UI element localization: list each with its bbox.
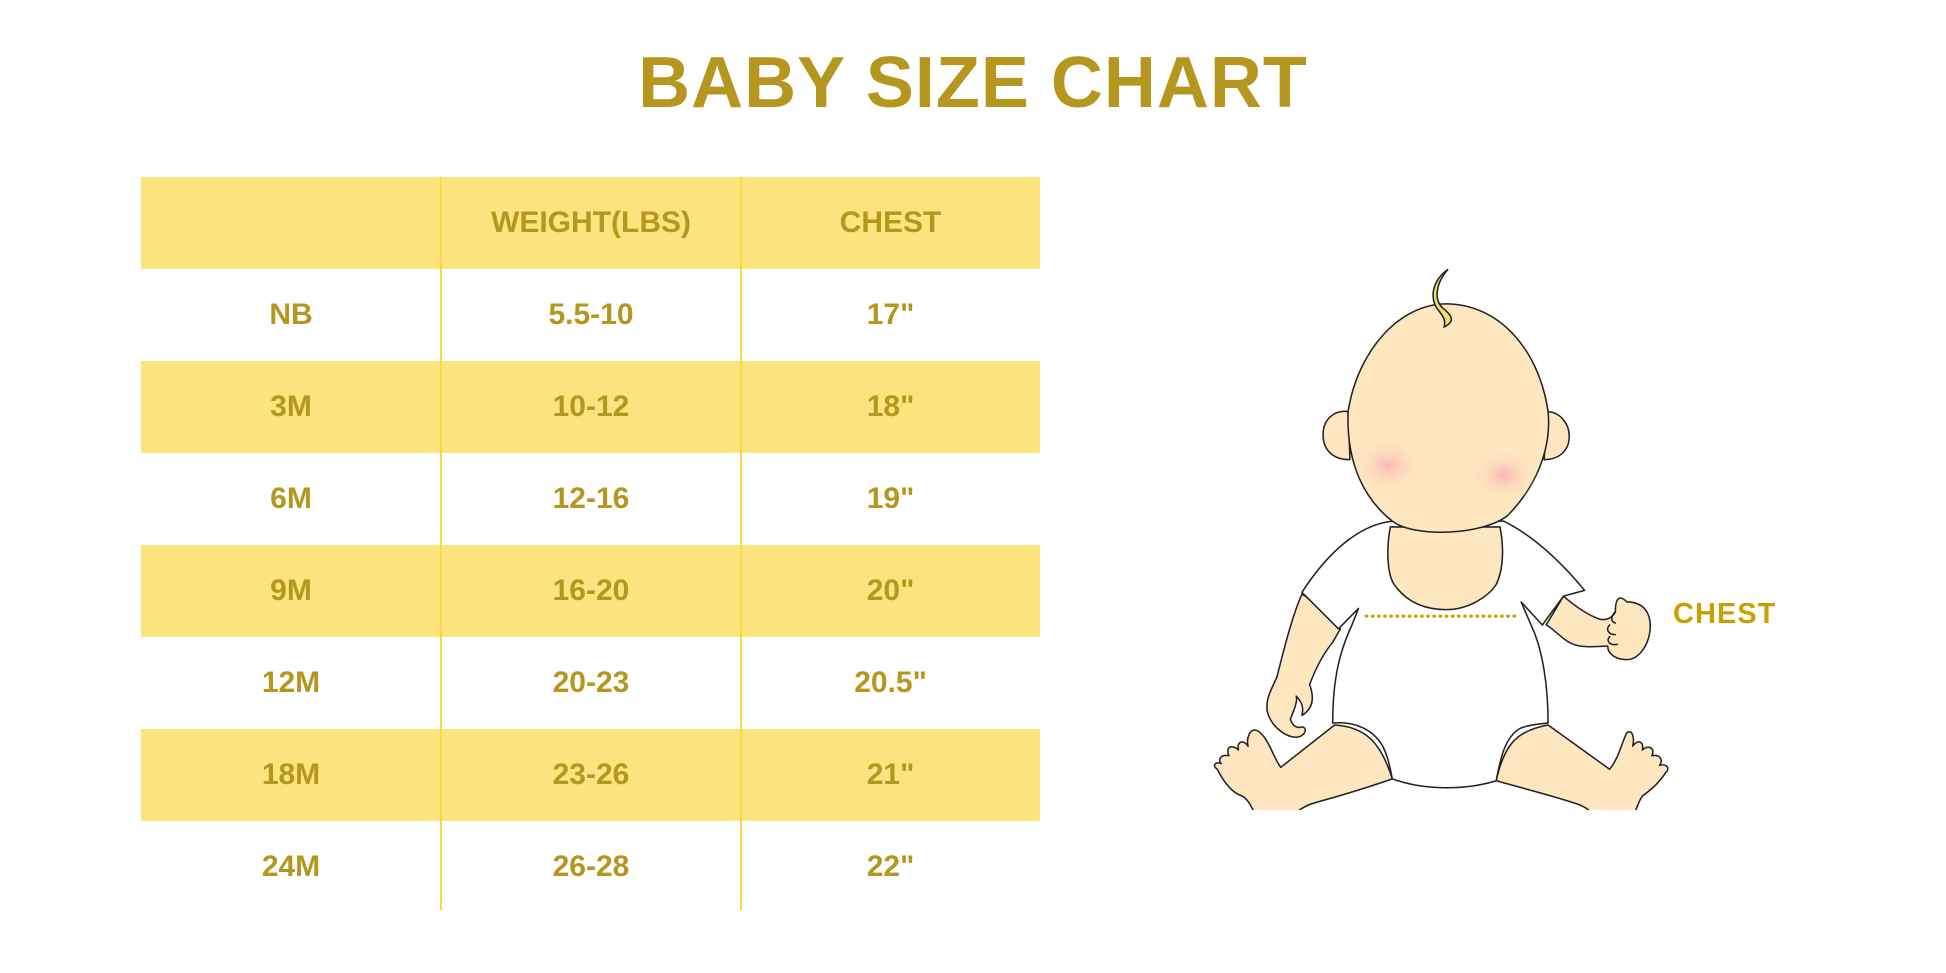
table-row: 24M 26-28 22" [141,821,1040,913]
column-divider [440,177,442,910]
baby-icon [1213,268,1669,810]
left-foot [1213,724,1394,810]
weight-cell: 10-12 [552,390,630,423]
column-divider [740,177,742,910]
table-row: NB 5.5-10 17" [141,269,1040,361]
chest-cell: 22" [866,850,915,883]
chest-cell: 18" [866,390,915,423]
header-cell-weight: WEIGHT(LBS) [491,206,691,239]
neck [1387,526,1504,611]
weight-cell: 5.5-10 [548,298,634,331]
table-row: 6M 12-16 19" [141,453,1040,545]
weight-cell: 26-28 [552,850,630,883]
chest-cell: 19" [866,482,915,515]
table-row: 9M 16-20 20" [141,545,1040,637]
chest-cell: 20" [866,574,915,607]
header-cell-size [141,177,441,269]
header-cell-chest: CHEST [839,206,942,239]
table-row: 12M 20-23 20.5" [141,637,1040,729]
page-title: BABY SIZE CHART [638,43,1308,123]
size-cell: 6M [270,482,312,515]
right-cheek [1469,448,1539,502]
weight-cell: 23-26 [552,758,630,791]
left-arm [1266,593,1342,738]
onesie [1301,520,1586,789]
chest-cell: 21" [866,758,915,791]
chest-label: CHEST [1673,598,1777,630]
left-cheek [1353,438,1424,493]
size-cell: 3M [270,390,312,423]
size-table: WEIGHT(LBS) CHEST NB 5.5-10 17" 3M 10-12… [141,177,1040,913]
weight-cell: 12-16 [552,482,630,515]
table-row: 18M 23-26 21" [141,729,1040,821]
hair-tuft [1432,268,1452,329]
size-cell: NB [269,298,313,331]
size-cell: 9M [270,574,312,607]
chest-cell: 17" [866,298,915,331]
chest-cell: 20.5" [854,666,927,699]
left-ear [1322,410,1351,461]
size-cell: 24M [261,850,321,883]
right-arm [1545,595,1651,661]
right-foot [1495,724,1669,810]
table-header-row: WEIGHT(LBS) CHEST [141,177,1040,269]
right-ear [1543,410,1570,461]
size-cell: 12M [261,666,321,699]
weight-cell: 20-23 [552,666,630,699]
size-cell: 18M [261,758,321,791]
weight-cell: 16-20 [552,574,630,607]
table-row: 3M 10-12 18" [141,361,1040,453]
